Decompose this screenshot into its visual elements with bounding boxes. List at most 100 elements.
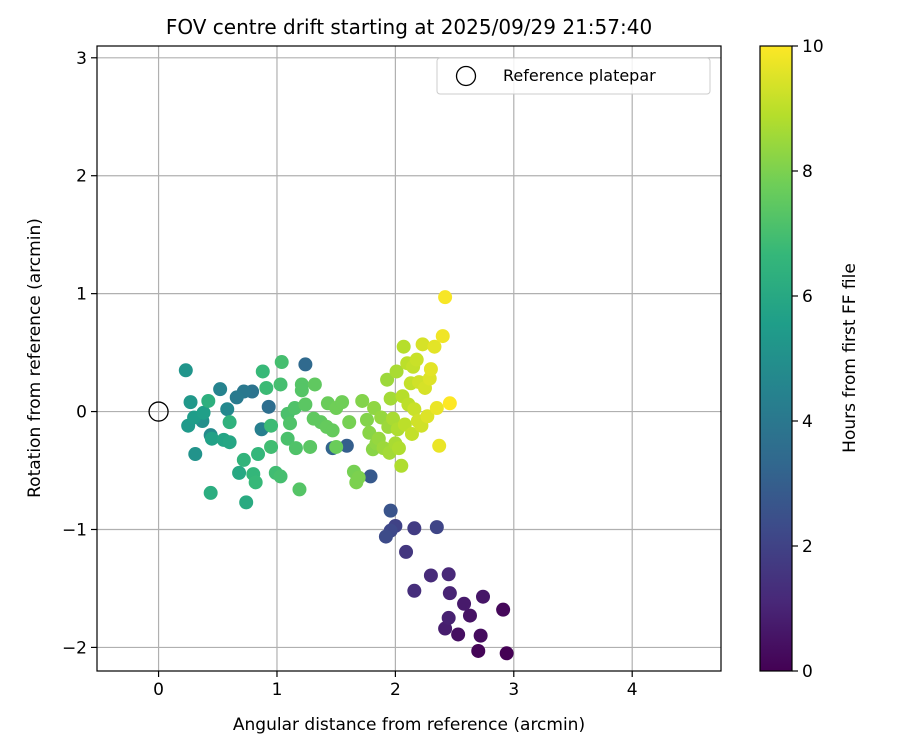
x-tick-label: 4 [627, 680, 638, 700]
data-point [399, 544, 414, 559]
plot-frame [96, 45, 722, 672]
data-point [386, 411, 401, 426]
data-point [222, 435, 237, 450]
data-point [220, 402, 235, 417]
data-point [441, 610, 456, 625]
data-point [188, 447, 203, 462]
data-point [423, 568, 438, 583]
data-point [438, 621, 453, 636]
data-point [473, 628, 488, 643]
data-point [363, 469, 378, 484]
legend-label: Reference platepar [503, 66, 656, 85]
data-point [325, 423, 340, 438]
data-point [380, 372, 395, 387]
y-axis-label: Rotation from reference (arcmin) [25, 218, 45, 498]
data-point [351, 470, 366, 485]
data-point [457, 596, 472, 611]
data-point [420, 409, 435, 424]
data-point [499, 646, 514, 661]
x-tick-label: 1 [272, 680, 283, 700]
data-point [383, 503, 398, 518]
data-point [429, 520, 444, 535]
data-point [339, 438, 354, 453]
data-point [409, 352, 424, 367]
data-point [222, 415, 237, 430]
data-point [407, 402, 422, 417]
data-point [264, 418, 279, 433]
data-point [394, 458, 409, 473]
data-point [303, 439, 318, 454]
reference-layer [148, 401, 169, 422]
data-point [389, 364, 404, 379]
data-point [359, 412, 374, 427]
data-point [442, 396, 457, 411]
data-point [407, 583, 422, 598]
points-layer [178, 290, 514, 661]
y-tick-label: −2 [62, 638, 87, 658]
data-point [283, 416, 298, 431]
data-point [391, 441, 406, 456]
colorbar-gradient [759, 45, 793, 672]
data-point [239, 495, 254, 510]
data-point [476, 589, 491, 604]
y-tick-label: 1 [76, 285, 87, 305]
data-point [298, 357, 313, 372]
data-point [298, 397, 313, 412]
y-tick-label: 3 [76, 49, 87, 69]
colorbar-tick-label: 0 [802, 662, 813, 682]
data-point [251, 447, 266, 462]
data-point [404, 426, 419, 441]
x-tick-label: 2 [390, 680, 401, 700]
data-point [259, 380, 274, 395]
data-point [378, 529, 393, 544]
data-point [294, 383, 309, 398]
colorbar-tick-label: 6 [802, 287, 813, 307]
data-point [383, 391, 398, 406]
data-point [407, 521, 422, 536]
data-point [438, 290, 453, 305]
data-point [273, 469, 288, 484]
x-tick-label: 3 [508, 680, 519, 700]
colorbar-ticks: 0 2 4 6 8 10 [792, 37, 824, 682]
data-point [178, 363, 193, 378]
data-point [441, 567, 456, 582]
legend-box [436, 57, 711, 95]
legend: Reference platepar [436, 57, 711, 95]
data-point [329, 439, 344, 454]
x-ticks: 0 1 2 3 4 [153, 671, 638, 700]
data-point [292, 482, 307, 497]
colorbar-label: Hours from first FF file [840, 263, 860, 453]
grid-layer [97, 46, 721, 671]
data-point [451, 627, 466, 642]
data-point [429, 401, 444, 416]
y-tick-label: 0 [76, 403, 87, 423]
data-point [273, 377, 288, 392]
data-point [396, 339, 411, 354]
chart-title: FOV centre drift starting at 2025/09/29 … [166, 15, 652, 39]
data-point [355, 393, 370, 408]
legend-marker [455, 65, 477, 87]
colorbar-tick-label: 8 [802, 162, 813, 182]
data-point [471, 643, 486, 658]
y-tick-label: −1 [62, 520, 87, 540]
data-point [435, 329, 450, 344]
reference-point [148, 401, 169, 422]
data-point [496, 602, 511, 617]
data-point [287, 401, 302, 416]
data-point [261, 399, 276, 414]
data-point [213, 382, 228, 397]
y-tick-label: 2 [76, 167, 87, 187]
data-point [288, 441, 303, 456]
data-point [342, 415, 357, 430]
data-point [427, 339, 442, 354]
data-point [307, 377, 322, 392]
data-point [280, 431, 295, 446]
data-point [232, 465, 247, 480]
colorbar-tick-label: 4 [802, 412, 813, 432]
data-point [201, 393, 216, 408]
x-tick-label: 0 [153, 680, 164, 700]
colorbar-tick-label: 10 [802, 37, 824, 57]
data-point [423, 362, 438, 377]
y-ticks: −2 −1 0 1 2 3 [62, 49, 97, 658]
data-point [264, 439, 279, 454]
